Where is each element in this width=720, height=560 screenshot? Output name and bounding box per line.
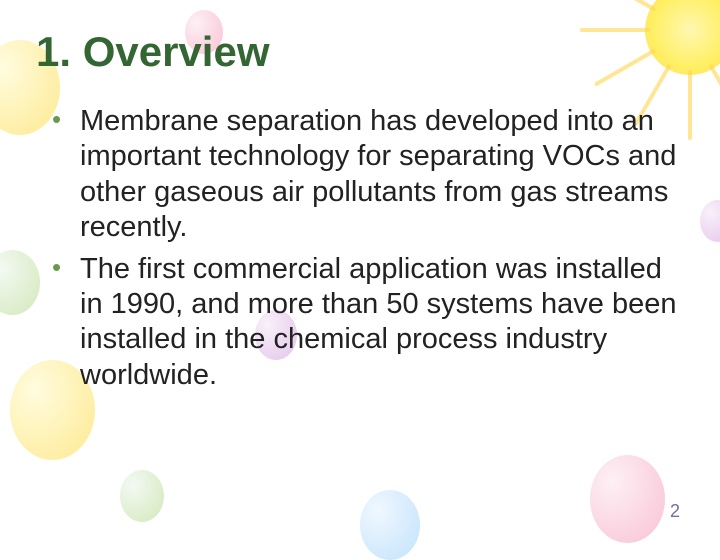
- bullet-item: The first commercial application was ins…: [52, 252, 680, 394]
- slide-title: 1. Overview: [36, 28, 680, 76]
- slide-body: 1. Overview Membrane separation has deve…: [0, 0, 720, 540]
- bullet-item: Membrane separation has developed into a…: [52, 104, 680, 246]
- bullet-list: Membrane separation has developed into a…: [52, 104, 680, 393]
- page-number: 2: [670, 501, 680, 522]
